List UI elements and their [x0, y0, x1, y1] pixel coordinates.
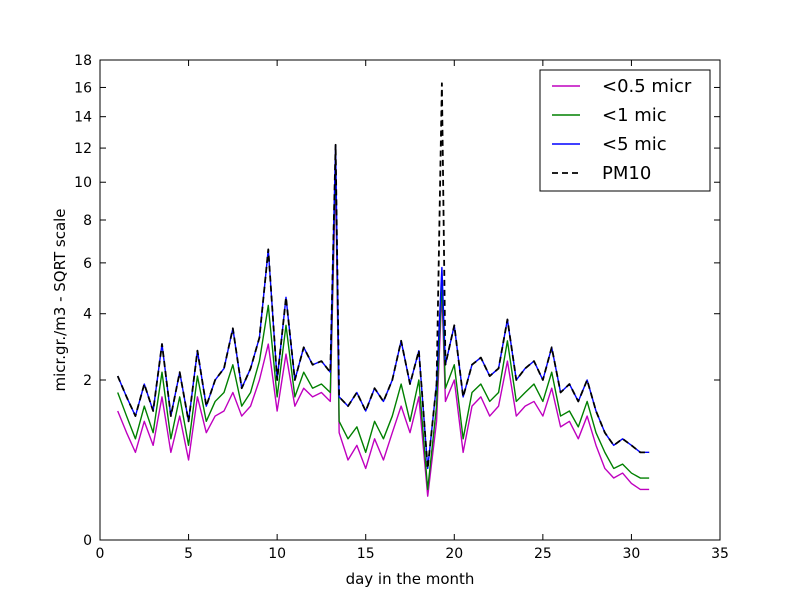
- y-axis: 0 2 4 6 8 10 12 14 16 18: [74, 53, 720, 549]
- plot-frame: [99, 59, 721, 541]
- series-layer: [116, 82, 650, 497]
- y-tick-label: 0: [83, 533, 92, 549]
- series-line-1: [117, 155, 650, 491]
- x-tick-label: 15: [357, 546, 375, 562]
- y-tick-label: 10: [74, 175, 92, 191]
- legend-label: <5 mic: [602, 134, 667, 155]
- x-axis-label: day in the month: [346, 570, 475, 588]
- y-tick-label: 12: [74, 141, 92, 157]
- y-tick-label: 4: [83, 307, 92, 323]
- x-tick-label: 10: [268, 546, 286, 562]
- y-tick-label: 8: [83, 213, 92, 229]
- series-line-2: [117, 144, 650, 470]
- x-axis: 0 5 10 15 20 25 30 35: [96, 60, 729, 562]
- legend-label: <0.5 micr: [602, 76, 692, 97]
- y-tick-label: 14: [74, 110, 92, 126]
- y-axis-label: micr.gr./m3 - SQRT scale: [51, 208, 69, 391]
- legend: <0.5 micr <1 mic <5 mic PM10: [539, 69, 711, 192]
- y-tick-label: 6: [83, 256, 92, 272]
- legend-label: PM10: [602, 163, 651, 184]
- legend-label: <1 mic: [602, 105, 667, 126]
- x-tick-label: 5: [184, 546, 193, 562]
- y-tick-label: 2: [83, 373, 92, 389]
- y-tick-label: 16: [74, 80, 92, 96]
- y-tick-label: 18: [74, 53, 92, 69]
- x-tick-label: 30: [623, 546, 641, 562]
- legend-box: [539, 69, 711, 192]
- x-tick-label: 25: [534, 546, 552, 562]
- series-line-0: [117, 172, 650, 497]
- x-tick-label: 20: [445, 546, 463, 562]
- x-tick-label: 0: [96, 546, 105, 562]
- x-tick-label: 35: [711, 546, 729, 562]
